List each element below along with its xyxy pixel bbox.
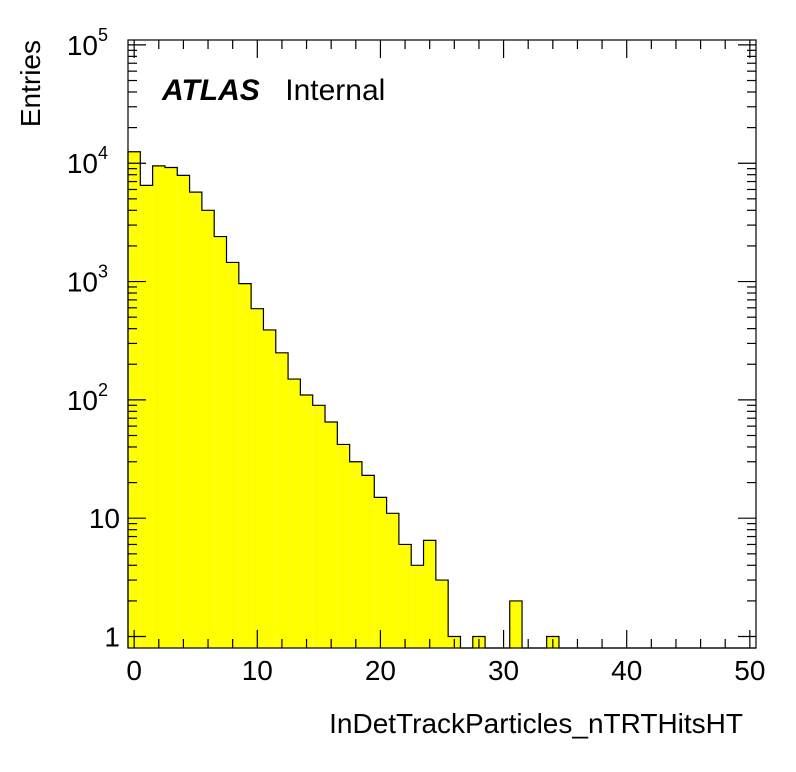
histogram-bar (140, 185, 153, 648)
histogram-bar (152, 165, 165, 648)
x-tick-label: 40 (611, 655, 642, 686)
histogram-bar (275, 352, 289, 648)
histogram-bar (349, 461, 362, 648)
histogram-bar (374, 497, 387, 648)
y-axis-label: Entries (15, 40, 46, 127)
y-tick-label: 105 (67, 25, 108, 61)
axis-ticks (128, 40, 756, 648)
x-tick-label: 50 (734, 655, 765, 686)
histogram-bar (300, 394, 313, 648)
histogram-bar (164, 167, 178, 648)
y-tick-label: 103 (67, 262, 108, 298)
atlas-label: ATLAS Internal (161, 74, 385, 107)
y-tick-label-base: 10 (89, 503, 120, 534)
y-tick-label-base: 10 (67, 30, 98, 61)
y-tick-label-exponent: 5 (98, 25, 108, 45)
histogram-bar (312, 405, 326, 648)
histogram-bars (128, 151, 559, 649)
histogram-bar (435, 580, 449, 648)
x-tick-label: 10 (242, 655, 273, 686)
x-tick-label: 20 (365, 655, 396, 686)
x-tick-label: 0 (126, 655, 142, 686)
y-tick-label: 102 (67, 380, 108, 416)
histogram-bar (214, 236, 227, 649)
atlas-label-text: Internal (285, 74, 385, 107)
y-tick-label-base: 10 (67, 385, 98, 416)
y-tick-label-base: 10 (67, 267, 98, 298)
histogram-bar (509, 600, 523, 648)
histogram-bar (226, 262, 239, 648)
y-tick-label-exponent: 2 (98, 380, 108, 400)
histogram-bar (263, 329, 276, 648)
histogram-bar (398, 544, 412, 648)
y-tick-label-exponent: 3 (98, 262, 108, 282)
x-axis-label: InDetTrackParticles_nTRTHitsHT (329, 708, 743, 739)
histogram-bar (361, 475, 375, 648)
x-tick-label: 30 (488, 655, 519, 686)
histogram-bar (386, 513, 399, 648)
x-tick-labels: 0 10 20 30 40 50 (126, 655, 765, 686)
histogram-bar (288, 379, 301, 648)
histogram-bar (177, 175, 190, 648)
y-tick-label-exponent: 4 (98, 143, 108, 163)
histogram-bar (411, 565, 424, 648)
histogram-bar (201, 210, 215, 648)
y-tick-label: 1 (104, 622, 120, 653)
y-tick-label: 10 (89, 503, 120, 534)
y-tick-label: 104 (67, 143, 108, 179)
histogram-bar (337, 444, 350, 648)
histogram-bar (423, 540, 436, 648)
y-tick-label-base: 10 (67, 148, 98, 179)
histogram-bar (238, 283, 252, 648)
atlas-label-bold: ATLAS (161, 74, 260, 107)
histogram-bar (189, 192, 202, 648)
histogram-bar (325, 422, 338, 648)
histogram-bar (251, 308, 264, 648)
y-tick-label-base: 1 (104, 622, 120, 653)
